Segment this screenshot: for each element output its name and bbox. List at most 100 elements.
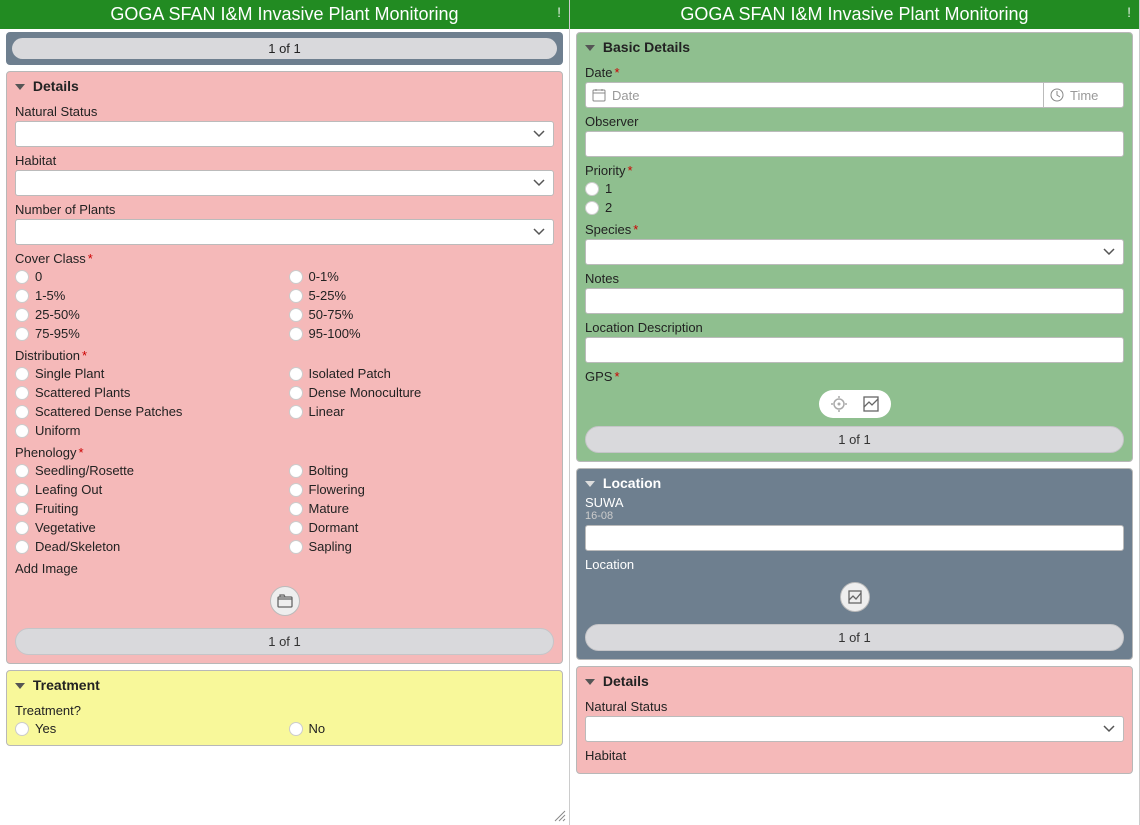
label-gps: GPS* bbox=[585, 369, 1124, 384]
chevron-down-icon bbox=[585, 679, 595, 685]
date-input[interactable]: Date bbox=[585, 82, 1044, 108]
app-title: GOGA SFAN I&M Invasive Plant Monitoring bbox=[680, 4, 1028, 24]
location-paginator[interactable]: 1 of 1 bbox=[585, 624, 1124, 651]
radio-option[interactable]: 1 bbox=[585, 180, 1124, 197]
radio-option[interactable]: Leafing Out bbox=[15, 481, 281, 498]
treatment-options: Yes No bbox=[15, 720, 554, 737]
gps-row bbox=[585, 390, 1124, 418]
label-date: Date* bbox=[585, 65, 1124, 80]
radio-option[interactable]: Scattered Plants bbox=[15, 384, 281, 401]
radio-yes[interactable]: Yes bbox=[15, 720, 281, 737]
scroll-right[interactable]: Basic Details Date* Date Time Observer P… bbox=[570, 29, 1139, 825]
radio-icon bbox=[15, 722, 29, 736]
radio-icon bbox=[15, 386, 29, 400]
radio-icon bbox=[289, 405, 303, 419]
radio-option[interactable]: Linear bbox=[289, 403, 555, 420]
map-icon[interactable] bbox=[861, 394, 881, 414]
required-mark: * bbox=[614, 369, 619, 384]
radio-option[interactable]: Dormant bbox=[289, 519, 555, 536]
folder-icon[interactable] bbox=[270, 586, 300, 616]
section-header-basic[interactable]: Basic Details bbox=[585, 39, 1124, 59]
alert-icon[interactable]: ! bbox=[1127, 4, 1131, 20]
radio-option[interactable]: Dead/Skeleton bbox=[15, 538, 281, 555]
radio-option[interactable]: Dense Monoculture bbox=[289, 384, 555, 401]
label-notes: Notes bbox=[585, 271, 1124, 286]
select-species[interactable] bbox=[585, 239, 1124, 265]
radio-icon bbox=[15, 367, 29, 381]
select-natural-status[interactable] bbox=[15, 121, 554, 147]
radio-icon bbox=[15, 540, 29, 554]
date-time-row: Date Time bbox=[585, 82, 1124, 108]
input-observer[interactable] bbox=[585, 131, 1124, 157]
radio-option[interactable]: 95-100% bbox=[289, 325, 555, 342]
required-mark: * bbox=[88, 251, 93, 266]
radio-option[interactable]: 50-75% bbox=[289, 306, 555, 323]
top-paginator[interactable]: 1 of 1 bbox=[12, 38, 557, 59]
radio-option[interactable]: 0-1% bbox=[289, 268, 555, 285]
required-mark: * bbox=[614, 65, 619, 80]
label-habitat-2: Habitat bbox=[585, 748, 1124, 763]
chevron-down-icon bbox=[15, 84, 25, 90]
select-num-plants[interactable] bbox=[15, 219, 554, 245]
label-habitat: Habitat bbox=[15, 153, 554, 168]
input-notes[interactable] bbox=[585, 288, 1124, 314]
distribution-options: Single Plant Isolated Patch Scattered Plan… bbox=[15, 365, 554, 439]
radio-option[interactable]: Sapling bbox=[289, 538, 555, 555]
phenology-options: Seedling/Rosette Bolting Leafing Out Flower… bbox=[15, 462, 554, 555]
scroll-left[interactable]: 1 of 1 Details Natural Status Habitat Nu… bbox=[0, 29, 569, 825]
section-location: Location SUWA 16-08 Location 1 of 1 bbox=[576, 468, 1133, 660]
radio-icon bbox=[289, 502, 303, 516]
radio-option[interactable]: 1-5% bbox=[15, 287, 281, 304]
required-mark: * bbox=[633, 222, 638, 237]
location-sub: 16-08 bbox=[585, 510, 1124, 522]
radio-option[interactable]: 75-95% bbox=[15, 325, 281, 342]
radio-option[interactable]: Uniform bbox=[15, 422, 281, 439]
priority-options: 12 bbox=[585, 180, 1124, 216]
section-details: Details Natural Status Habitat Number of… bbox=[6, 71, 563, 664]
radio-option[interactable]: Single Plant bbox=[15, 365, 281, 382]
radio-option[interactable]: Isolated Patch bbox=[289, 365, 555, 382]
section-basic-details: Basic Details Date* Date Time Observer P… bbox=[576, 32, 1133, 462]
radio-option[interactable]: 0 bbox=[15, 268, 281, 285]
app-title: GOGA SFAN I&M Invasive Plant Monitoring bbox=[110, 4, 458, 24]
radio-option[interactable]: Scattered Dense Patches bbox=[15, 403, 281, 420]
basic-paginator[interactable]: 1 of 1 bbox=[585, 426, 1124, 453]
input-loc-desc[interactable] bbox=[585, 337, 1124, 363]
radio-icon bbox=[15, 270, 29, 284]
pane-right: GOGA SFAN I&M Invasive Plant Monitoring … bbox=[570, 0, 1140, 825]
time-input[interactable]: Time bbox=[1044, 82, 1124, 108]
radio-option[interactable]: Flowering bbox=[289, 481, 555, 498]
radio-option[interactable]: 5-25% bbox=[289, 287, 555, 304]
radio-icon bbox=[585, 201, 599, 215]
select-habitat[interactable] bbox=[15, 170, 554, 196]
radio-option[interactable]: Bolting bbox=[289, 462, 555, 479]
map-icon[interactable] bbox=[840, 582, 870, 612]
chevron-down-icon bbox=[585, 481, 595, 487]
calendar-icon bbox=[592, 88, 606, 102]
alert-icon[interactable]: ! bbox=[557, 4, 561, 20]
section-header-treatment[interactable]: Treatment bbox=[15, 677, 554, 697]
label-natural-status: Natural Status bbox=[15, 104, 554, 119]
select-natural-status-2[interactable] bbox=[585, 716, 1124, 742]
target-icon[interactable] bbox=[829, 394, 849, 414]
section-header-location[interactable]: Location bbox=[585, 475, 1124, 495]
radio-icon bbox=[15, 308, 29, 322]
radio-option[interactable]: Seedling/Rosette bbox=[15, 462, 281, 479]
radio-option[interactable]: 2 bbox=[585, 199, 1124, 216]
details-paginator[interactable]: 1 of 1 bbox=[15, 628, 554, 655]
chevron-down-icon bbox=[585, 45, 595, 51]
input-location-name[interactable] bbox=[585, 525, 1124, 551]
radio-no[interactable]: No bbox=[289, 720, 555, 737]
radio-option[interactable]: 25-50% bbox=[15, 306, 281, 323]
label-location: Location bbox=[585, 557, 1124, 572]
app-header-right: GOGA SFAN I&M Invasive Plant Monitoring … bbox=[570, 0, 1139, 29]
radio-icon bbox=[289, 521, 303, 535]
radio-icon bbox=[15, 483, 29, 497]
radio-option[interactable]: Fruiting bbox=[15, 500, 281, 517]
radio-icon bbox=[15, 405, 29, 419]
section-header-details-2[interactable]: Details bbox=[585, 673, 1124, 693]
section-header-details[interactable]: Details bbox=[15, 78, 554, 98]
radio-option[interactable]: Mature bbox=[289, 500, 555, 517]
required-mark: * bbox=[627, 163, 632, 178]
radio-option[interactable]: Vegetative bbox=[15, 519, 281, 536]
